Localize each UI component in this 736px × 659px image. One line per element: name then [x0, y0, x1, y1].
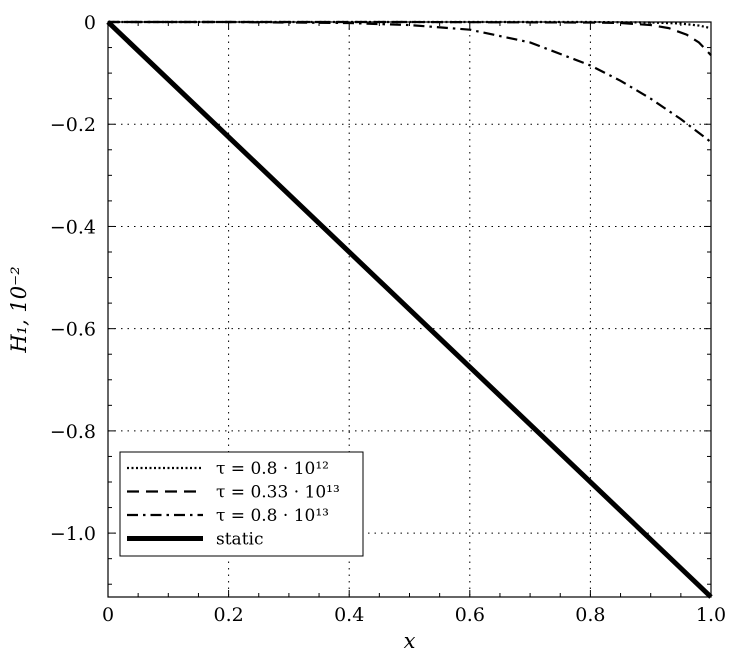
- x-tick-label: 0: [102, 604, 114, 626]
- y-tick-label: −0.8: [50, 421, 96, 443]
- x-tick-label: 0.2: [213, 604, 243, 626]
- legend-label-4: static: [216, 530, 263, 550]
- x-tick-label: 1.0: [696, 604, 726, 626]
- legend-label-1: τ = 0.8 · 10¹²: [216, 459, 329, 479]
- series-line-4: [106, 20, 713, 599]
- y-tick-label: −0.4: [50, 216, 96, 238]
- y-axis-title: H₁, 10⁻²: [7, 266, 31, 353]
- x-tick-labels: 0 0.2 0.4 0.6 0.8 1.0: [102, 604, 726, 626]
- x-tick-label: 0.8: [575, 604, 605, 626]
- y-tick-label: 0: [84, 12, 96, 34]
- x-axis-title: x: [404, 629, 416, 653]
- y-tick-label: −1.0: [50, 523, 96, 545]
- y-tick-label: −0.6: [50, 319, 96, 341]
- legend: τ = 0.8 · 10¹² τ = 0.33 · 10¹³ τ = 0.8 · 1…: [119, 451, 364, 557]
- grid-lines: [108, 22, 711, 597]
- x-tick-label: 0.4: [334, 604, 364, 626]
- legend-label-3: τ = 0.8 · 10¹³: [216, 506, 329, 526]
- legend-label-2: τ = 0.33 · 10¹³: [216, 483, 340, 503]
- series-line-2: [108, 20, 712, 56]
- series-line-3: [108, 20, 712, 143]
- y-tick-labels: 0 −0.2 −0.4 −0.6 −0.8 −1.0: [50, 12, 96, 545]
- y-tick-label: −0.2: [50, 114, 96, 136]
- x-tick-label: 0.6: [455, 604, 485, 626]
- axis-ticks: [107, 21, 712, 597]
